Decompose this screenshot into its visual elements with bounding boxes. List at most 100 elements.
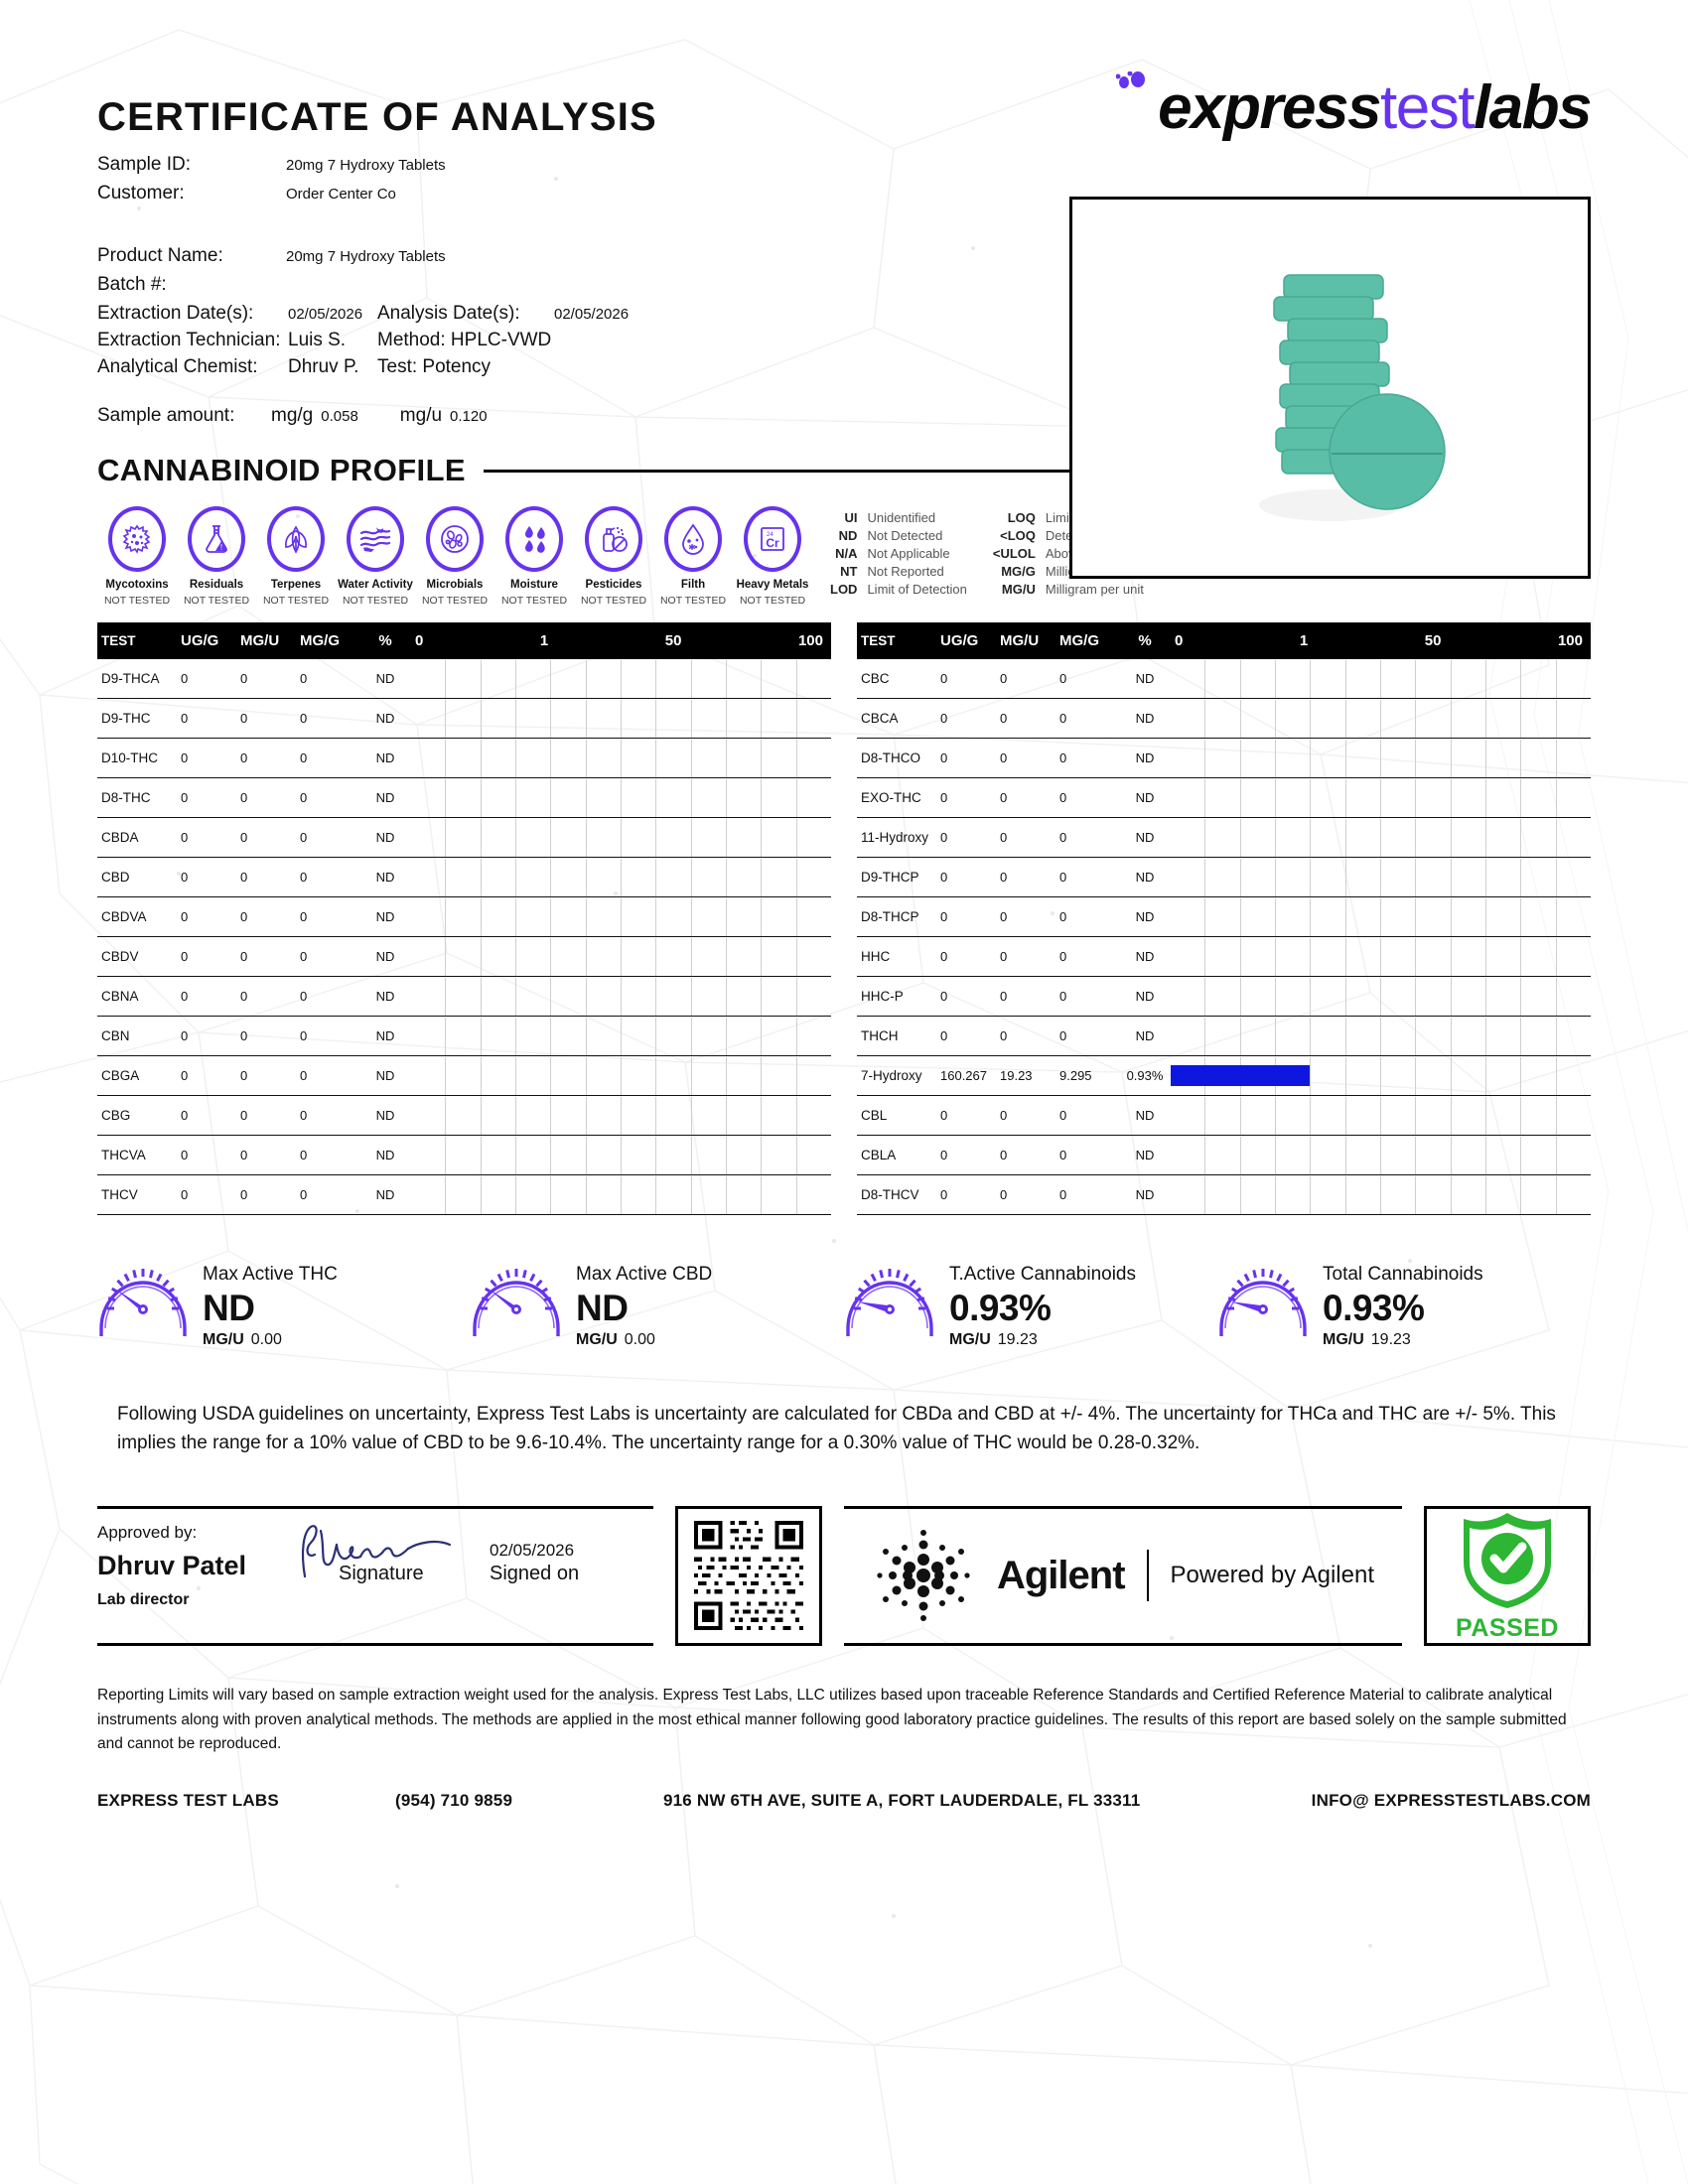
cell-mgu: 0 — [1000, 738, 1059, 778]
extraction-date-value: 02/05/2026 — [288, 306, 363, 323]
gauge-unit-label: MG/U — [949, 1331, 991, 1348]
footer-email[interactable]: INFO@ EXPRESSTESTLABS.COM — [1311, 1791, 1591, 1811]
cell-ugg: 0 — [181, 1016, 240, 1056]
table-left-body: D9-THCA 0 0 0 ND D9-THC 0 0 0 ND D10-THC 0 0 0 ND D8-TH… — [97, 659, 831, 1215]
bar-track — [1171, 1056, 1591, 1095]
table-row: CBD 0 0 0 ND — [97, 857, 831, 897]
gauge-value: 0.93% — [1323, 1288, 1425, 1328]
table-row: CBG 0 0 0 ND — [97, 1095, 831, 1136]
dates-row: Extraction Date(s): 02/05/2026 Analysis … — [97, 303, 872, 325]
bar-track — [411, 1136, 831, 1174]
cell-test: THCH — [857, 1016, 940, 1056]
cell-test: THCVA — [97, 1135, 181, 1175]
sample-id-row: Sample ID: 20mg 7 Hydroxy Tablets — [97, 154, 872, 176]
table-header-row: TEST UG/G MG/U MG/G % 0 1 50 100 — [857, 622, 1591, 659]
cell-mgu: 0 — [240, 777, 300, 818]
analytical-chemist-value: Dhruv P. — [288, 356, 359, 377]
table-row: D9-THC 0 0 0 ND — [97, 698, 831, 739]
bar-track — [411, 937, 831, 976]
gauge-unit-label: MG/U — [203, 1331, 244, 1348]
cell-bar — [1171, 777, 1591, 818]
cell-mgg: 0 — [300, 1055, 359, 1096]
cell-ugg: 0 — [940, 1095, 1000, 1136]
cell-test: CBDA — [97, 817, 181, 858]
cell-mgg: 0 — [300, 936, 359, 977]
table-row: CBNA 0 0 0 ND — [97, 976, 831, 1017]
cell-pct: ND — [359, 896, 411, 937]
axis-tick: 100 — [797, 632, 823, 649]
batch-row: Batch #: — [97, 274, 872, 296]
cell-pct: ND — [1119, 896, 1171, 937]
bar-track — [1171, 1096, 1591, 1135]
test-icon-residuals: ! Residuals NOT TESTED — [177, 506, 256, 607]
gauge-title: Total Cannabinoids — [1323, 1264, 1483, 1285]
cell-mgu: 0 — [240, 1016, 300, 1056]
shield-check-icon — [1464, 1512, 1551, 1608]
legend-value: Not Applicable — [867, 546, 950, 561]
page-title: CERTIFICATE OF ANALYSIS — [97, 95, 657, 139]
gauge-title: T.Active Cannabinoids — [949, 1264, 1136, 1285]
logo-text-labs: labs — [1473, 73, 1593, 142]
customer-value: Order Center Co — [286, 186, 396, 203]
filth-icon — [682, 523, 704, 555]
gauge-value: 0.93% — [949, 1288, 1052, 1328]
col-scale: 0 1 50 100 — [411, 622, 831, 659]
cell-mgu: 0 — [1000, 659, 1059, 699]
analysis-date-value: 02/05/2026 — [554, 306, 630, 323]
table-row: THCH 0 0 0 ND — [857, 1016, 1591, 1056]
signature-area: Signature 02/05/2026 Signed on — [291, 1519, 638, 1585]
cell-mgg: 0 — [300, 738, 359, 778]
bar-gridlines — [1171, 1175, 1591, 1214]
signed-date: 02/05/2026 — [490, 1540, 575, 1560]
bar-track — [411, 897, 831, 936]
cell-ugg: 0 — [181, 659, 240, 699]
bar-gridlines — [1171, 1096, 1591, 1135]
cell-pct: ND — [1119, 1174, 1171, 1215]
test-icon-label: Pesticides — [585, 579, 642, 591]
qr-code[interactable] — [675, 1505, 822, 1646]
table-row: D9-THCA 0 0 0 ND — [97, 659, 831, 699]
fine-print: Reporting Limits will vary based on samp… — [97, 1686, 1567, 1753]
approved-by-label: Approved by: — [97, 1522, 198, 1542]
cell-bar — [1171, 659, 1591, 699]
cell-mgg: 9.295 — [1059, 1055, 1119, 1096]
cell-ugg: 0 — [940, 896, 1000, 937]
cell-mgg: 0 — [300, 1095, 359, 1136]
page-footer: EXPRESS TEST LABS (954) 710 9859 916 NW … — [97, 1791, 1591, 1811]
cell-ugg: 0 — [940, 936, 1000, 977]
agilent-logo-icon — [877, 1530, 970, 1622]
cell-pct: ND — [359, 1095, 411, 1136]
extraction-technician-value: Luis S. — [288, 330, 347, 350]
table-row: CBGA 0 0 0 ND — [97, 1055, 831, 1096]
gauge-value: ND — [203, 1288, 255, 1328]
bar-gridlines — [411, 778, 831, 817]
qr-code-icon — [690, 1517, 807, 1635]
cell-bar — [411, 896, 831, 937]
table-row: HHC-P 0 0 0 ND — [857, 976, 1591, 1017]
cell-pct: 0.93% — [1119, 1055, 1171, 1096]
table-row: D10-THC 0 0 0 ND — [97, 738, 831, 778]
cell-pct: ND — [359, 698, 411, 739]
results-table-right-wrap: TEST UG/G MG/U MG/G % 0 1 50 100 CBC 0 0 0 — [857, 622, 1591, 1215]
col-mgg: MG/G — [300, 622, 359, 659]
cell-test: D9-THCA — [97, 659, 181, 699]
test-icon-status: NOT TESTED — [580, 595, 647, 607]
cell-ugg: 0 — [181, 1095, 240, 1136]
axis-tick: 50 — [1424, 632, 1442, 649]
cell-test: D8-THCO — [857, 738, 940, 778]
cell-ugg: 0 — [181, 738, 240, 778]
test-icon-label: Heavy Metals — [736, 579, 809, 591]
test-icon-label: Mycotoxins — [105, 579, 169, 591]
bar-track — [411, 1017, 831, 1055]
cell-test: 7-Hydroxy — [857, 1055, 940, 1096]
cell-mgu: 0 — [1000, 1095, 1059, 1136]
col-mgu: MG/U — [1000, 622, 1059, 659]
table-row: CBLA 0 0 0 ND — [857, 1135, 1591, 1175]
axis-tick: 50 — [664, 632, 682, 649]
cell-mgg: 0 — [1059, 857, 1119, 897]
chemist-row: Analytical Chemist: Dhruv P. Test: Poten… — [97, 356, 872, 378]
bar-gridlines — [1171, 818, 1591, 857]
bar-track — [411, 858, 831, 896]
bar-track — [1171, 897, 1591, 936]
